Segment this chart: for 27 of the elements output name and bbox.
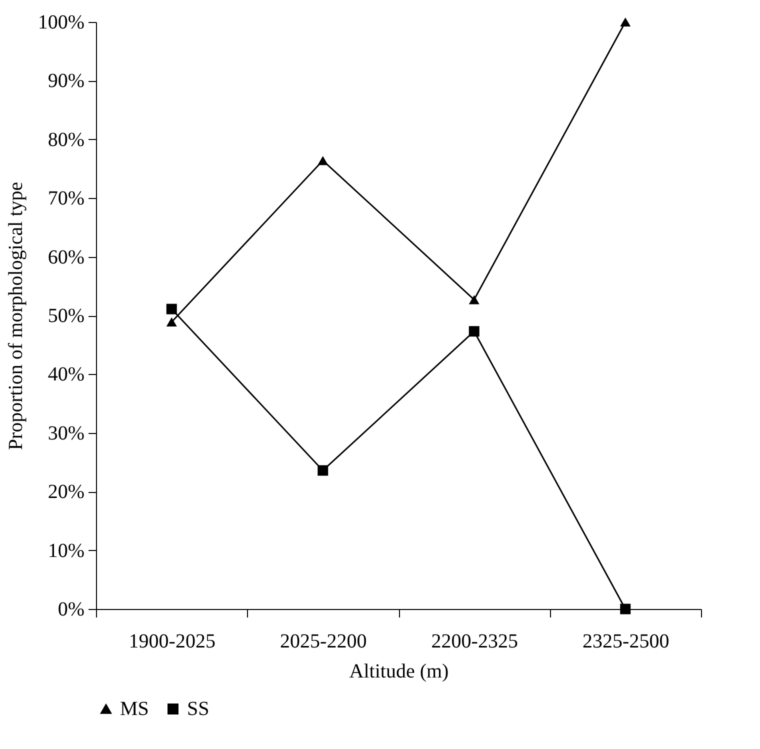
x-axis-title: Altitude (m) xyxy=(349,660,449,682)
y-tick-label: 90% xyxy=(48,70,84,92)
x-tick-label: 2025-2200 xyxy=(280,630,367,652)
point xyxy=(166,317,177,326)
y-tick-label: 60% xyxy=(48,246,84,268)
legend-label: SS xyxy=(187,698,210,720)
point xyxy=(620,17,631,27)
point xyxy=(318,465,328,476)
y-axis-title: Proportion of morphological type xyxy=(4,182,27,450)
y-tick-label: 0% xyxy=(58,598,84,620)
point xyxy=(318,156,328,166)
y-tick-label: 70% xyxy=(48,188,84,210)
y-tick-label: 100% xyxy=(38,12,84,34)
x-tick-label: 2325-2500 xyxy=(582,630,670,652)
y-tick-label: 40% xyxy=(48,364,84,386)
y-tick-label: 50% xyxy=(48,305,84,327)
y-tick-label: 30% xyxy=(48,422,84,444)
point xyxy=(166,304,177,314)
point xyxy=(468,326,480,337)
legend-label: MS xyxy=(120,698,149,720)
x-tick-label: 2200-2325 xyxy=(431,630,518,652)
y-tick-label: 80% xyxy=(48,128,84,151)
x-tick-label: 1900-2025 xyxy=(128,630,216,652)
point xyxy=(620,604,631,614)
y-tick-label: 10% xyxy=(48,540,84,562)
point xyxy=(468,295,480,304)
y-tick-label: 20% xyxy=(48,481,84,504)
